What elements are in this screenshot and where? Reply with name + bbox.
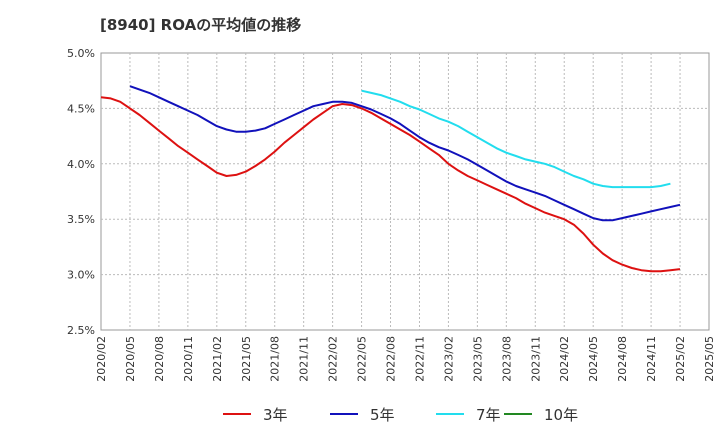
legend-item: 5年 bbox=[330, 402, 395, 426]
x-tick-label: 2022/02 bbox=[327, 336, 340, 382]
series-line-7年 bbox=[361, 89, 671, 189]
plot-area bbox=[100, 52, 710, 331]
series-line-5年 bbox=[129, 85, 681, 222]
y-tick-label: 3.0% bbox=[67, 269, 95, 282]
x-tick-label: 2022/11 bbox=[413, 336, 426, 382]
x-tick-label: 2023/08 bbox=[500, 336, 513, 382]
legend-item: 10年 bbox=[504, 402, 578, 426]
series-lines bbox=[100, 85, 681, 273]
series-line-3年 bbox=[100, 96, 681, 273]
legend-swatch bbox=[223, 413, 251, 415]
x-tick-label: 2024/08 bbox=[616, 336, 629, 382]
x-tick-label: 2020/02 bbox=[95, 336, 108, 382]
legend-label: 7年 bbox=[476, 405, 501, 424]
legend-label: 5年 bbox=[370, 405, 395, 424]
chart-title: [8940] ROAの平均値の推移 bbox=[100, 16, 302, 34]
x-tick-label: 2023/05 bbox=[471, 336, 484, 382]
legend-item: 7年 bbox=[436, 402, 501, 426]
x-tick-label: 2022/05 bbox=[356, 336, 369, 382]
x-tick-label: 2024/11 bbox=[645, 336, 658, 382]
legend-swatch bbox=[330, 413, 358, 415]
x-axis-ticks: 2020/02 2020/05 2020/08 2020/11 2021/02 2021/… bbox=[95, 336, 716, 382]
x-tick-label: 2025/05 bbox=[703, 336, 716, 382]
legend: 3年 5年 7年 10年 bbox=[0, 402, 720, 426]
x-tick-label: 2022/08 bbox=[385, 336, 398, 382]
y-axis-ticks: 2.5% 3.0% 3.5% 4.0% 4.5% 5.0% bbox=[67, 47, 95, 337]
y-tick-label: 4.5% bbox=[67, 102, 95, 115]
y-tick-label: 5.0% bbox=[67, 47, 95, 60]
x-tick-label: 2023/02 bbox=[442, 336, 455, 382]
x-tick-label: 2025/02 bbox=[674, 336, 687, 382]
x-tick-label: 2020/05 bbox=[124, 336, 137, 382]
legend-swatch bbox=[504, 413, 532, 415]
x-tick-label: 2024/02 bbox=[558, 336, 571, 382]
y-tick-label: 2.5% bbox=[67, 324, 95, 337]
y-tick-label: 4.0% bbox=[67, 158, 95, 171]
x-tick-label: 2020/08 bbox=[153, 336, 166, 382]
x-tick-label: 2023/11 bbox=[529, 336, 542, 382]
x-tick-label: 2021/11 bbox=[298, 336, 311, 382]
legend-label: 10年 bbox=[544, 405, 579, 424]
x-tick-label: 2021/08 bbox=[269, 336, 282, 382]
legend-swatch bbox=[436, 413, 464, 415]
x-tick-label: 2020/11 bbox=[182, 336, 195, 382]
x-tick-label: 2021/05 bbox=[240, 336, 253, 382]
x-tick-label: 2021/02 bbox=[211, 336, 224, 382]
x-tick-label: 2024/05 bbox=[587, 336, 600, 382]
legend-item: 3年 bbox=[223, 402, 288, 426]
legend-label: 3年 bbox=[263, 405, 288, 424]
y-tick-label: 3.5% bbox=[67, 213, 95, 226]
